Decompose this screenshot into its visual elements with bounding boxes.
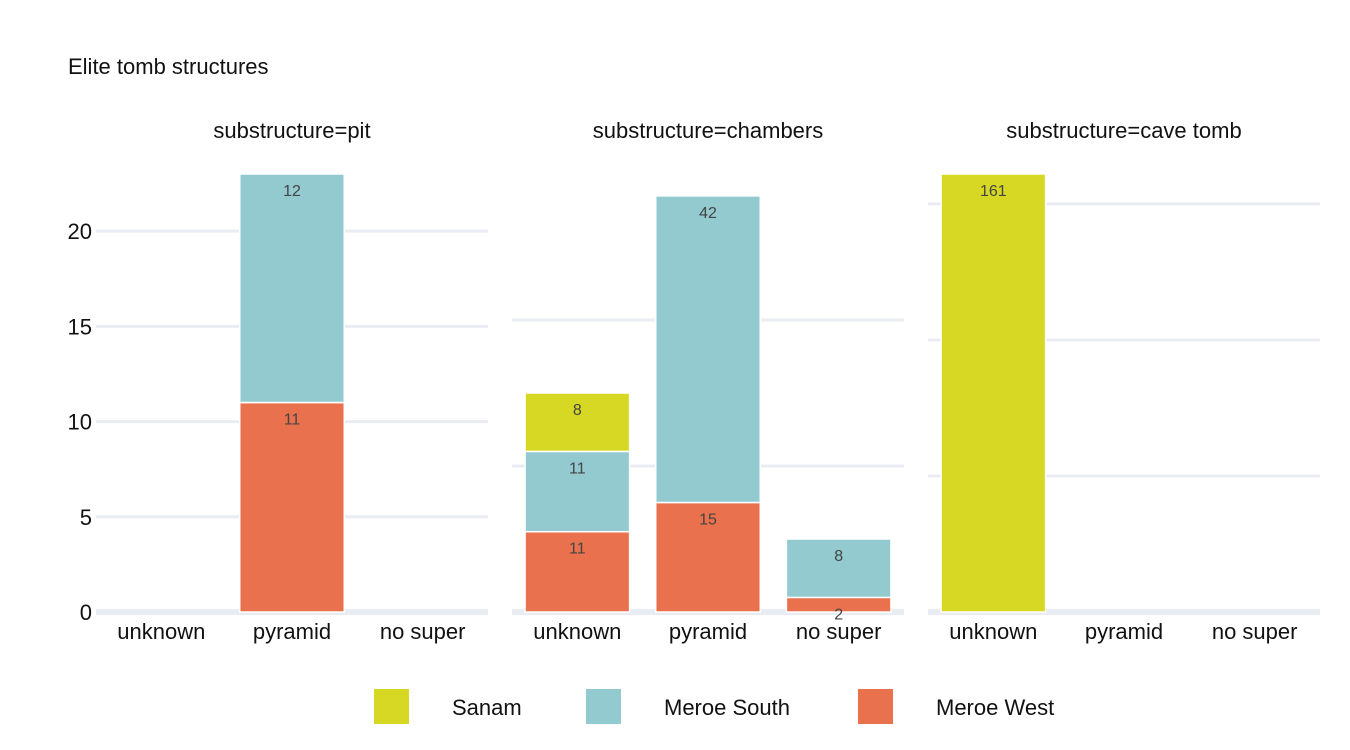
y-tick-label: 20 [68, 219, 92, 244]
facet-panel: substructure=pit 5 10 15 20 0 unknown 11 12 pyram… [68, 118, 488, 644]
x-tick-label: no super [1212, 619, 1298, 644]
facet-panel: substructure=chambers 11 11 8 unknown 15 42 pyr… [512, 118, 904, 644]
legend-swatch [858, 689, 893, 724]
bar-segment [940, 173, 1047, 613]
zero-line [928, 609, 1320, 615]
x-tick-label: no super [380, 619, 466, 644]
x-tick-label: no super [796, 619, 882, 644]
legend: Sanam Meroe South Meroe West [374, 689, 1054, 724]
legend-item[interactable]: Meroe West [858, 689, 1054, 724]
y-tick-label: 5 [80, 505, 92, 530]
x-tick-label: pyramid [1085, 619, 1163, 644]
legend-swatch [374, 689, 409, 724]
bar-segment [785, 538, 892, 599]
bar-segment [654, 195, 762, 504]
bar-segment [238, 173, 346, 404]
x-tick-label: unknown [533, 619, 621, 644]
x-tick-label: pyramid [669, 619, 747, 644]
legend-label: Meroe West [936, 695, 1054, 720]
legend-item[interactable]: Sanam [374, 689, 522, 724]
legend-item[interactable]: Meroe South [586, 689, 790, 724]
chart-title: Elite tomb structures [68, 54, 269, 79]
bar-segment [524, 392, 631, 453]
bar-value-label: 12 [283, 183, 301, 200]
x-tick-label: unknown [117, 619, 205, 644]
bar-value-label: 11 [569, 460, 586, 477]
legend-label: Meroe South [664, 695, 790, 720]
bar-value-label: 11 [284, 412, 301, 429]
facet-title: substructure=cave tomb [1006, 118, 1241, 143]
x-tick-label: pyramid [253, 619, 331, 644]
bar-value-label: 8 [573, 402, 582, 419]
facet-panels: substructure=pit 5 10 15 20 0 unknown 11 12 pyram… [68, 118, 1320, 644]
bar-value-label: 15 [699, 512, 717, 529]
y-tick-label: 0 [80, 600, 92, 625]
facet-title: substructure=chambers [593, 118, 824, 143]
legend-label: Sanam [452, 695, 522, 720]
bar-segment [654, 501, 762, 613]
x-tick-label: unknown [949, 619, 1037, 644]
bar-value-label: 161 [980, 183, 1007, 200]
bar-segment [238, 401, 346, 613]
bar-value-label: 11 [569, 541, 586, 558]
facet-title: substructure=pit [213, 118, 370, 143]
bar-value-label: 2 [834, 606, 843, 623]
bar-value-label: 8 [834, 548, 843, 565]
bar-segment [524, 530, 631, 613]
bar-value-label: 42 [699, 205, 717, 222]
y-tick-label: 10 [68, 410, 92, 435]
y-tick-label: 15 [68, 314, 92, 339]
legend-swatch [586, 689, 621, 724]
facet-panel: substructure=cave tomb 161 unknown pyramid n… [928, 118, 1320, 644]
bar-segment [524, 450, 631, 533]
